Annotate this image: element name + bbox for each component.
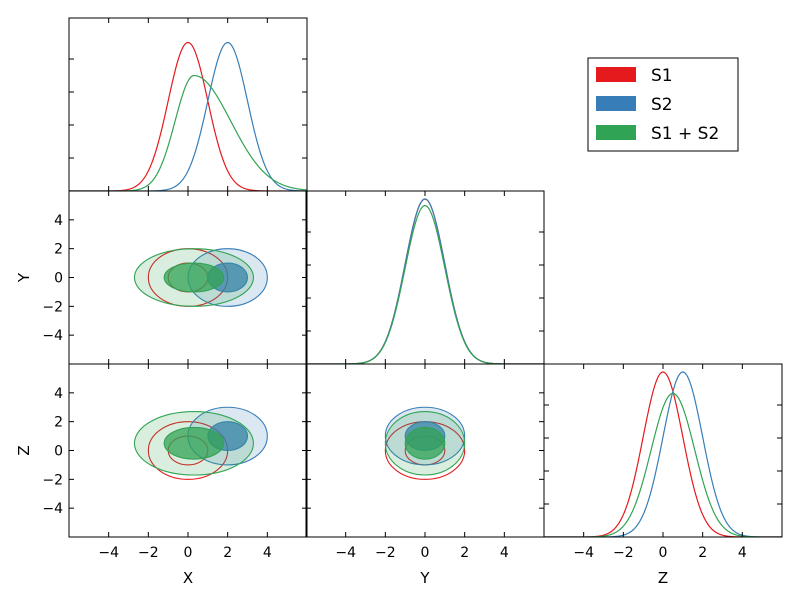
panel-z-z: −4 −2 0 2 4 Z [543, 363, 783, 587]
x-tick-label: 0 [659, 545, 668, 561]
y-tick-label: 0 [54, 444, 63, 460]
marginal-x-s1s2 [69, 74, 307, 191]
legend: S1 S2 S1 + S2 [587, 57, 739, 152]
y-tick-label: 4 [54, 213, 63, 229]
panel-x-x [68, 17, 308, 192]
x-tick-label: −4 [98, 545, 119, 561]
panel-y-y [305, 190, 545, 365]
x-tick-label: −4 [335, 545, 356, 561]
x-tick-label: 2 [223, 545, 232, 561]
y-tick-label: −2 [42, 299, 63, 315]
x-axis-label-z: Z [658, 569, 668, 587]
legend-swatch-s2 [596, 96, 636, 111]
panel-content [544, 371, 782, 537]
legend-swatch-s1 [596, 67, 636, 82]
y-axis-label-y: Y [15, 272, 33, 283]
x-axis-label-x: X [183, 569, 193, 587]
y-tick-label: 2 [54, 242, 63, 258]
y-tick-label: −4 [42, 501, 63, 517]
marginal-z-s1s2 [544, 392, 782, 537]
x-tick-label: −2 [138, 545, 159, 561]
marginal-y-s2 [306, 198, 544, 364]
legend-swatch-s1s2 [596, 125, 636, 140]
marginal-z-s1 [544, 371, 782, 537]
x-tick-label: −2 [375, 545, 396, 561]
panel-frame [543, 363, 783, 538]
panel-frame [305, 190, 545, 365]
marginal-y-s1s2 [306, 204, 544, 364]
x-axis-label-y: Y [419, 569, 430, 587]
x-tick-label: 4 [500, 545, 509, 561]
contour-s1s2-1sigma [163, 262, 225, 293]
x-tick-label: 0 [421, 545, 430, 561]
panel-content [306, 198, 544, 364]
legend-label: S1 + S2 [651, 124, 719, 144]
marginal-x-s2 [69, 41, 307, 191]
y-tick-label: −2 [42, 472, 63, 488]
contour-s1s2-1sigma [404, 426, 446, 460]
x-tick-label: −4 [573, 545, 594, 561]
y-tick-label: −4 [42, 328, 63, 344]
panel-content [69, 41, 307, 191]
marginal-y-s1 [306, 198, 544, 364]
plot-layer: −4 −2 0 2 4 Y −4 −2 0 2 4 X −4 −2 0 2 4 Z −4 −2 0 2 4 Y −4 −2 0 2 4 Z [15, 17, 783, 587]
x-tick-label: 2 [698, 545, 707, 561]
x-tick-label: 2 [460, 545, 469, 561]
y-axis-label-z: Z [15, 445, 33, 455]
panel-content [384, 406, 466, 480]
x-tick-label: 4 [738, 545, 747, 561]
y-tick-label: 0 [54, 271, 63, 287]
marginal-x-s1 [69, 41, 307, 191]
legend-label: S1 [651, 66, 673, 86]
y-tick-label: 4 [54, 386, 63, 402]
x-tick-label: 4 [263, 545, 272, 561]
contour-s1s2-1sigma [163, 426, 225, 460]
x-tick-label: 0 [184, 545, 193, 561]
y-tick-label: 2 [54, 415, 63, 431]
legend-label: S2 [651, 95, 673, 115]
panel-content [133, 406, 268, 480]
panel-x-y: −4 −2 0 2 4 Y [15, 190, 308, 365]
x-tick-label: −2 [613, 545, 634, 561]
panel-x-z: −4 −2 0 2 4 X −4 −2 0 2 4 Z [15, 363, 308, 587]
panel-content [133, 248, 268, 307]
panel-frame [68, 17, 308, 192]
marginal-z-s2 [544, 371, 782, 537]
panel-y-z: −4 −2 0 2 4 Y [305, 363, 545, 587]
